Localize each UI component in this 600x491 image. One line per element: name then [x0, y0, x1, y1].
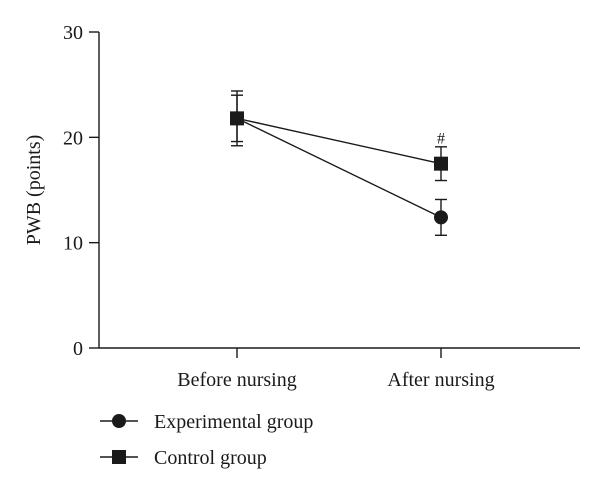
legend-label-1: Control group [154, 447, 267, 469]
point-1-0 [230, 111, 244, 126]
y-tick-label-10: 10 [63, 233, 83, 255]
x-axis: Before nursing After nursing [99, 347, 580, 391]
x-tick-label-1: After nursing [387, 369, 494, 391]
legend-item-1: Control group [100, 447, 267, 469]
x-tick-label-0: Before nursing [177, 369, 296, 391]
legend-label-0: Experimental group [154, 411, 313, 433]
point-1-1 [434, 156, 448, 171]
series-line-1 [236, 117, 442, 165]
y-tick-label-20: 20 [63, 127, 83, 149]
series-1 [230, 94, 448, 182]
point-0-1 [434, 210, 448, 225]
y-axis: 0 10 20 30 [63, 22, 100, 360]
y-axis-title: PWB (points) [23, 135, 45, 246]
legend-marker-0 [112, 414, 126, 428]
plot-area: # [230, 90, 448, 236]
y-tick-label-0: 0 [73, 338, 83, 360]
annotation-0: # [437, 130, 445, 147]
legend-marker-1 [112, 450, 126, 464]
series-0 [230, 90, 448, 236]
legend: Experimental group Control group [100, 411, 313, 469]
y-tick-label-30: 30 [63, 22, 83, 44]
series-line-0 [236, 117, 442, 219]
legend-item-0: Experimental group [100, 411, 313, 433]
